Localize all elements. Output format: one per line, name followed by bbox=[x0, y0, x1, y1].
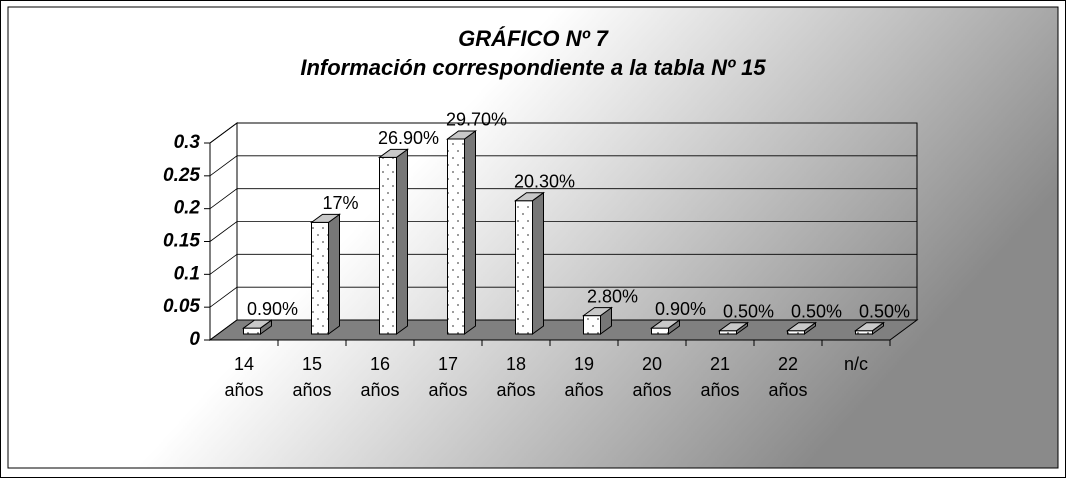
bar-top bbox=[581, 307, 614, 317]
bar-top bbox=[241, 319, 274, 329]
bar bbox=[513, 191, 546, 335]
value-label: 26.90% bbox=[378, 128, 439, 148]
value-label: 0.50% bbox=[859, 301, 910, 321]
bar bbox=[581, 306, 614, 335]
value-label: 0.50% bbox=[723, 301, 774, 321]
bar bbox=[853, 321, 886, 335]
y-tick-label: 0.1 bbox=[174, 263, 200, 284]
x-tick-label: 15 años bbox=[292, 354, 331, 400]
bar-front bbox=[515, 200, 533, 335]
bar-top bbox=[649, 319, 682, 329]
grid-line bbox=[209, 188, 917, 209]
value-label: 0.90% bbox=[247, 299, 298, 319]
bar-top bbox=[785, 322, 818, 332]
grid-line bbox=[209, 221, 917, 242]
y-tick-label: 0.25 bbox=[163, 165, 200, 186]
bar-front bbox=[651, 327, 669, 335]
bar-front bbox=[243, 327, 261, 335]
x-tick-label: 22 años bbox=[768, 354, 807, 400]
y-tick-label: 0.05 bbox=[163, 296, 200, 317]
x-tick-label: 19 años bbox=[564, 354, 603, 400]
x-tick-label: 16 años bbox=[360, 354, 399, 400]
bar-front bbox=[583, 315, 601, 335]
grid-line bbox=[209, 253, 917, 275]
bar-side bbox=[464, 129, 476, 335]
x-tick-label: 14 años bbox=[224, 354, 263, 400]
value-label: 2.80% bbox=[587, 286, 638, 306]
bar-top bbox=[309, 213, 342, 223]
y-tick-label: 0.3 bbox=[174, 132, 201, 153]
bar-side bbox=[328, 213, 340, 335]
bar-front bbox=[379, 156, 397, 335]
chart-subtitle: Información correspondiente a la tabla N… bbox=[300, 55, 766, 80]
bar-front bbox=[447, 138, 465, 335]
bar-side bbox=[532, 191, 544, 335]
plot: 0 0.05 0.1 0.15 0.2 0.25 0.3 14 años 0.90% 15 años 1… bbox=[163, 110, 919, 400]
bar bbox=[309, 213, 342, 335]
x-tick-label: 20 años bbox=[632, 354, 671, 400]
bar-side bbox=[396, 148, 408, 335]
bar-top bbox=[853, 322, 886, 332]
value-label: 20.30% bbox=[514, 171, 575, 191]
bar-front bbox=[311, 221, 329, 335]
x-tick-label: n/c bbox=[844, 354, 868, 374]
bar bbox=[649, 319, 682, 335]
grid-line bbox=[209, 286, 917, 308]
bar-top bbox=[445, 130, 478, 140]
y-tick-label: 0.2 bbox=[174, 198, 201, 219]
chart-title: GRÁFICO Nº 7 bbox=[458, 26, 610, 51]
y-tick-label: 0.15 bbox=[163, 231, 200, 252]
bar bbox=[785, 321, 818, 335]
bar bbox=[445, 129, 478, 335]
value-label: 29.70% bbox=[446, 110, 507, 130]
x-tick-label: 21 años bbox=[700, 354, 739, 400]
value-label: 17% bbox=[322, 193, 358, 213]
bar bbox=[377, 148, 410, 335]
value-label: 0.90% bbox=[655, 299, 706, 319]
bar-top bbox=[513, 192, 546, 202]
x-tick-label: 17 años bbox=[428, 354, 467, 400]
bar-top bbox=[377, 148, 410, 158]
bar bbox=[717, 321, 750, 335]
y-tick-label: 0 bbox=[189, 329, 200, 350]
bar bbox=[241, 319, 274, 335]
bar-top bbox=[717, 322, 750, 332]
grid-line bbox=[209, 122, 917, 144]
grid-line bbox=[209, 155, 917, 177]
x-tick-label: 18 años bbox=[496, 354, 535, 400]
value-label: 0.50% bbox=[791, 301, 842, 321]
